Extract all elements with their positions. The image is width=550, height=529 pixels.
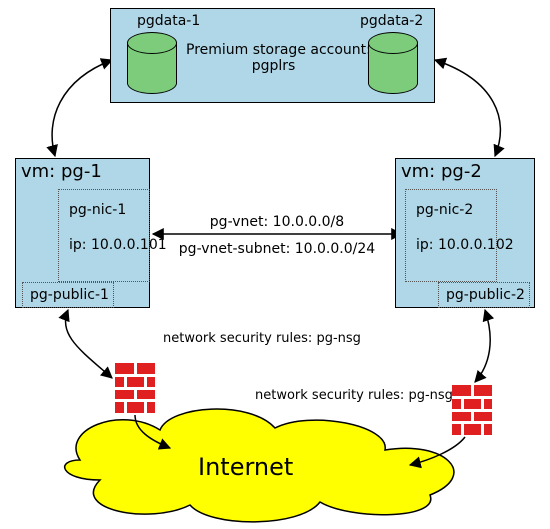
disk-pgdata-2 <box>368 32 418 94</box>
firewall-1 <box>115 363 155 413</box>
vm2-title: vm: pg-2 <box>401 161 482 182</box>
disk-pgdata-1 <box>127 32 177 94</box>
edge-storage-vm2 <box>435 60 500 156</box>
edge-storage-vm1 <box>52 60 112 156</box>
edge-vm2-fw <box>475 310 490 382</box>
vm1-public-label: pg-public-1 <box>30 287 109 303</box>
nsg-label-1: network security rules: pg-nsg <box>163 331 361 346</box>
subnet-label: pg-vnet-subnet: 10.0.0.0/24 <box>160 241 394 257</box>
vm1-nic-label: pg-nic-1 <box>69 202 126 218</box>
vm2-public-label: pg-public-2 <box>446 287 525 303</box>
nsg-label-2: network security rules: pg-nsg <box>255 388 453 403</box>
diagram-canvas: pgdata-1 pgdata-2 Premium storage accoun… <box>0 0 550 529</box>
edge-vm1-fw <box>66 310 112 378</box>
disk1-label: pgdata-1 <box>137 13 200 29</box>
storage-account-label: Premium storage account: pgplrs <box>186 42 361 74</box>
vm1-ip-label: ip: 10.0.0.101 <box>69 237 167 253</box>
firewall-2 <box>452 385 492 435</box>
internet-label: Internet <box>198 453 293 481</box>
disk2-label: pgdata-2 <box>360 13 423 29</box>
vm2-ip-label: ip: 10.0.0.102 <box>416 237 514 253</box>
vm1-title: vm: pg-1 <box>21 161 102 182</box>
vnet-label: pg-vnet: 10.0.0.0/8 <box>160 214 394 230</box>
vm2-nic-label: pg-nic-2 <box>416 202 473 218</box>
